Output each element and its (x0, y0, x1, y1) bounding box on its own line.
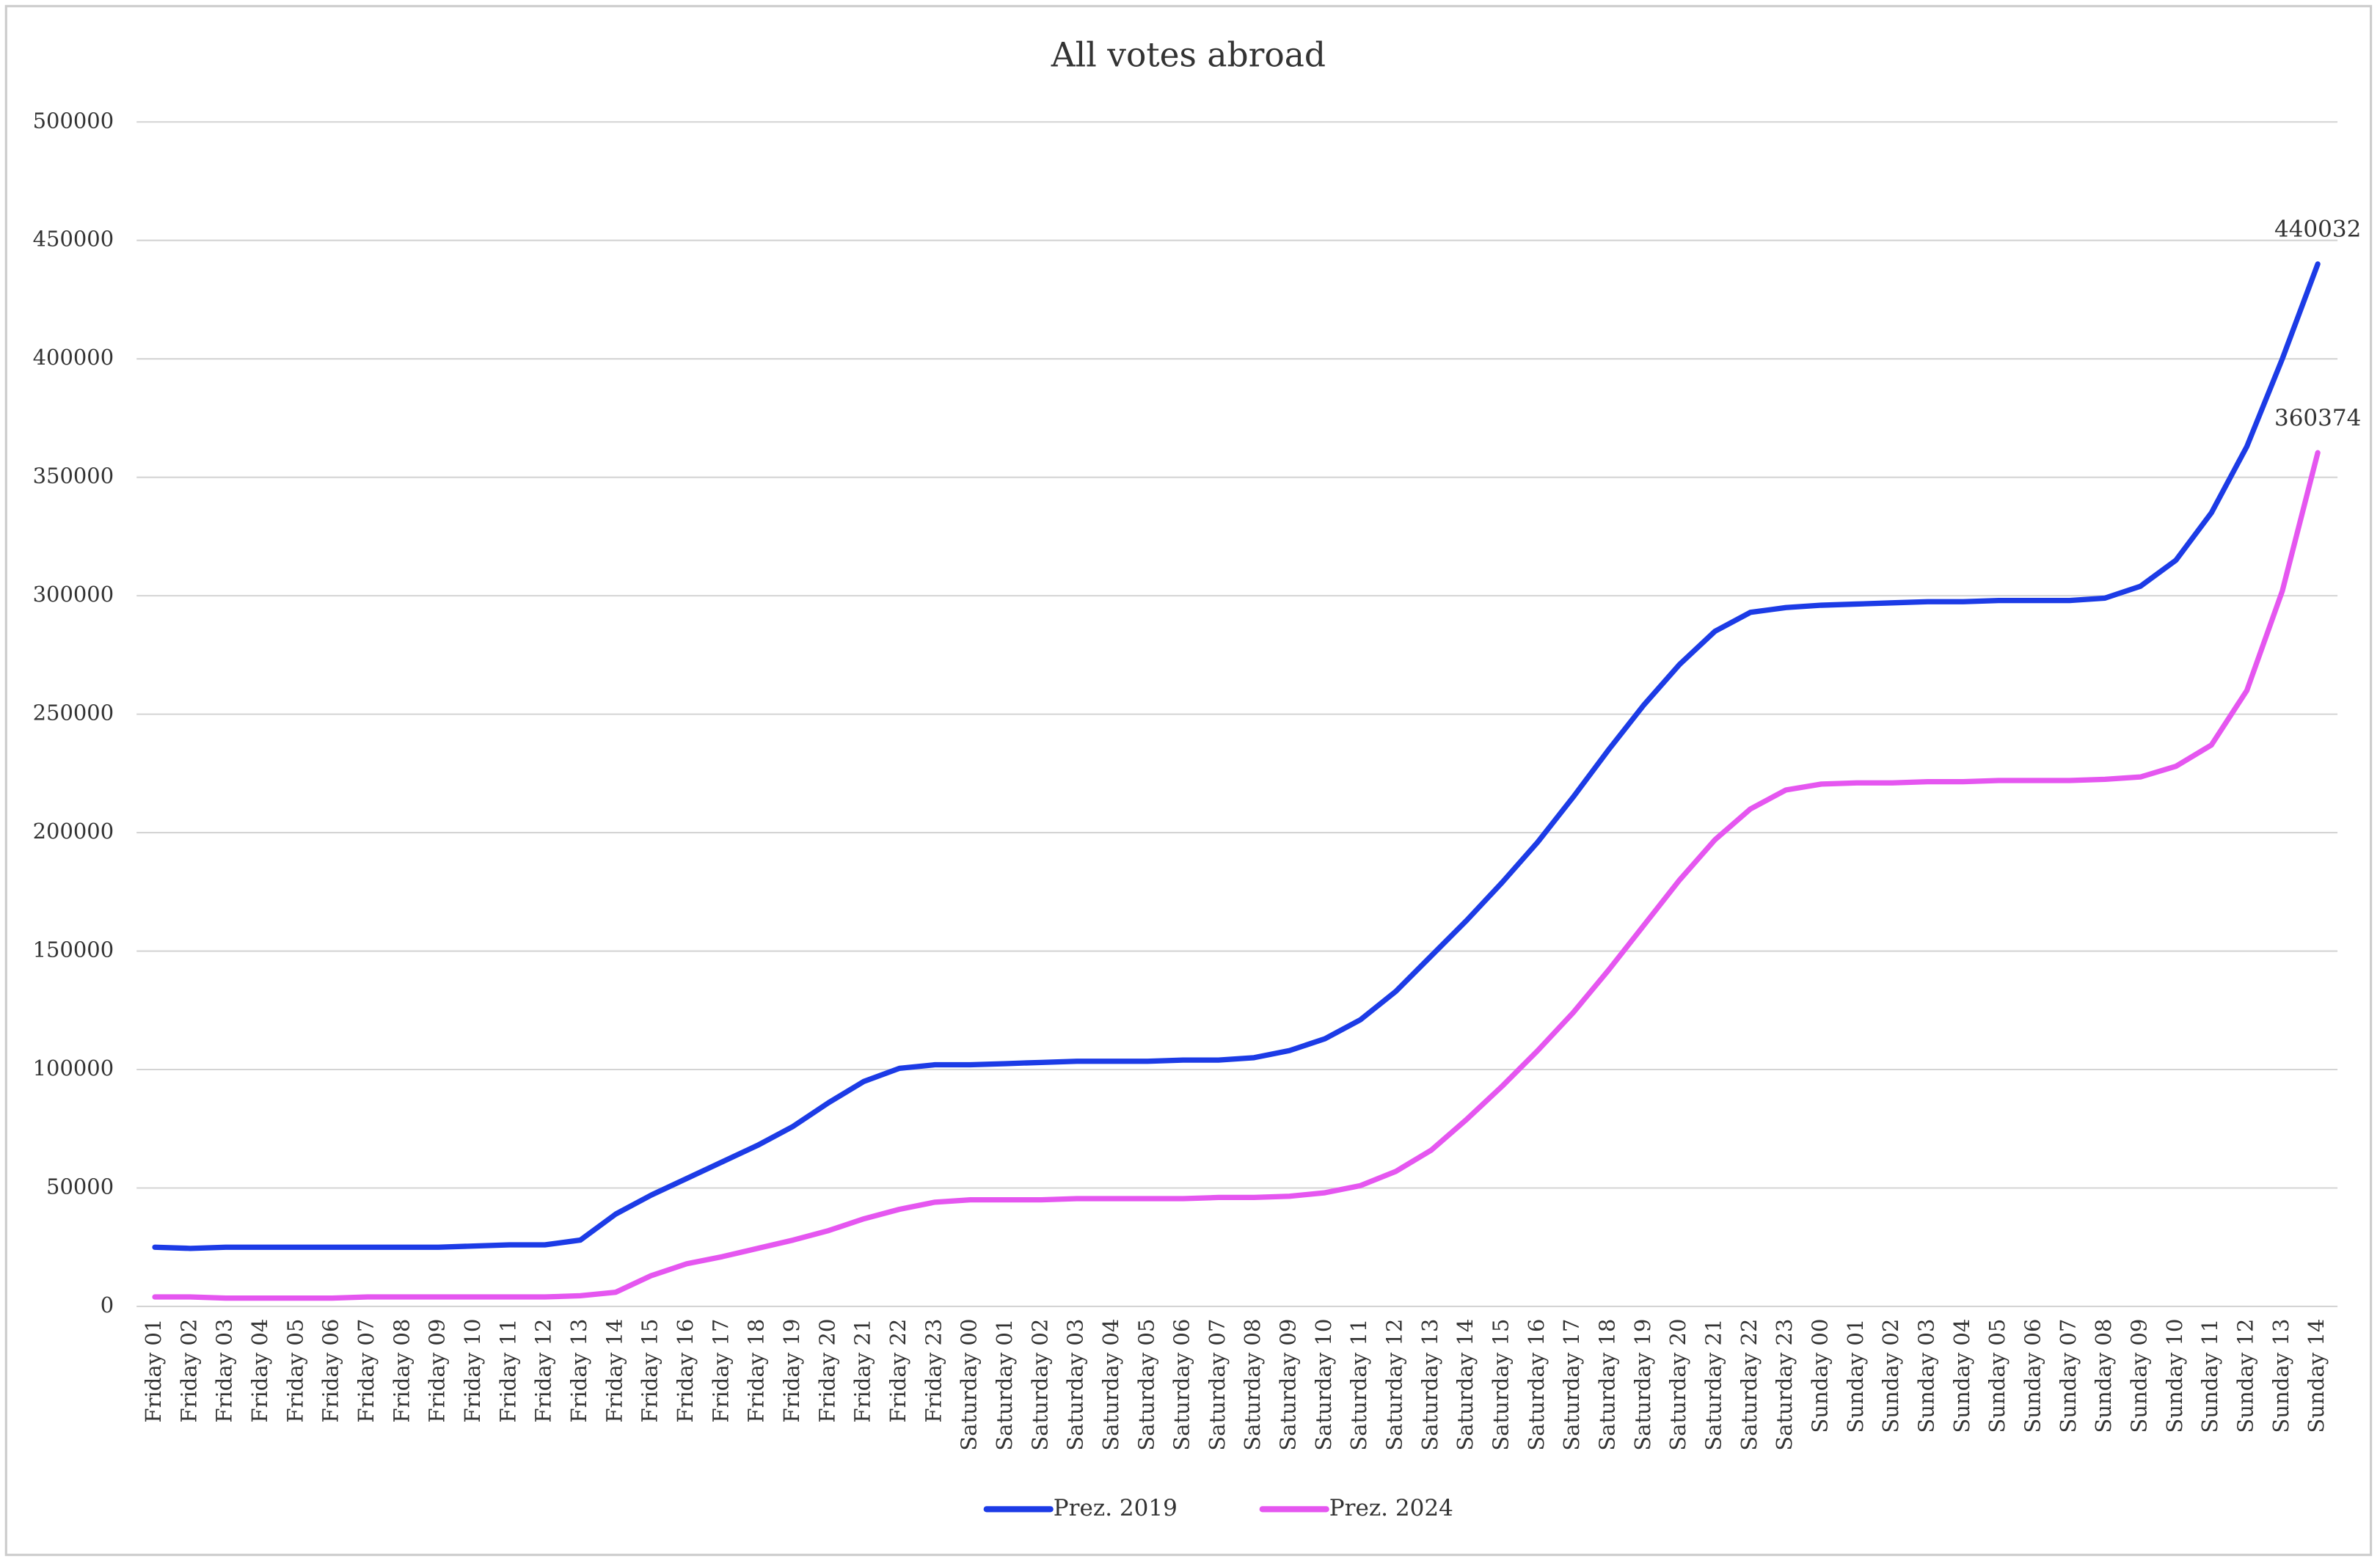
x-tick-label: Sunday 10 (2162, 1319, 2187, 1433)
x-tick-label: Friday 17 (708, 1319, 733, 1423)
x-tick-label: Sunday 05 (1985, 1319, 2010, 1433)
data-label: 440032 (2274, 216, 2361, 243)
x-tick-label: Sunday 06 (2021, 1319, 2045, 1433)
x-tick-label: Friday 11 (495, 1319, 520, 1423)
x-tick-label: Sunday 09 (2127, 1319, 2152, 1433)
legend-label: Prez. 2024 (1329, 1495, 1453, 1521)
x-tick-label: Sunday 14 (2304, 1319, 2329, 1433)
x-tick-label: Saturday 04 (1098, 1319, 1123, 1451)
y-tick-label: 250000 (33, 701, 114, 725)
x-tick-label: Saturday 12 (1382, 1319, 1407, 1451)
x-tick-label: Saturday 05 (1134, 1319, 1158, 1451)
y-tick-label: 100000 (33, 1056, 114, 1081)
x-tick-label: Saturday 19 (1630, 1319, 1655, 1451)
x-tick-label: Saturday 11 (1346, 1319, 1371, 1451)
x-tick-label: Saturday 01 (992, 1319, 1017, 1451)
x-tick-label: Saturday 03 (1063, 1319, 1088, 1451)
x-tick-label: Friday 21 (850, 1319, 875, 1423)
y-tick-label: 0 (101, 1293, 114, 1317)
x-tick-label: Friday 13 (566, 1319, 591, 1423)
x-tick-label: Friday 05 (282, 1319, 307, 1423)
y-tick-label: 400000 (33, 345, 114, 370)
y-tick-label: 300000 (33, 582, 114, 607)
y-tick-label: 350000 (33, 464, 114, 489)
x-tick-label: Saturday 08 (1240, 1319, 1265, 1451)
x-tick-label: Friday 16 (673, 1319, 698, 1423)
x-tick-label: Saturday 17 (1559, 1319, 1584, 1451)
x-tick-label: Saturday 18 (1595, 1319, 1620, 1451)
data-label: 360374 (2274, 405, 2361, 431)
x-tick-label: Saturday 00 (957, 1319, 982, 1451)
x-tick-label: Friday 15 (638, 1319, 662, 1423)
x-tick-label: Saturday 21 (1701, 1319, 1726, 1451)
x-tick-label: Sunday 13 (2268, 1319, 2293, 1433)
x-tick-label: Friday 08 (389, 1319, 414, 1423)
x-tick-label: Friday 10 (460, 1319, 485, 1423)
x-tick-label: Friday 07 (354, 1319, 379, 1423)
x-tick-label: Saturday 14 (1453, 1319, 1478, 1451)
x-tick-label: Sunday 04 (1949, 1319, 1974, 1433)
chart-title: All votes abroad (1051, 35, 1326, 74)
x-tick-label: Friday 06 (318, 1319, 343, 1423)
x-tick-label: Sunday 07 (2056, 1319, 2081, 1433)
x-tick-label: Friday 20 (814, 1319, 839, 1423)
x-tick-label: Friday 12 (531, 1319, 556, 1423)
x-tick-label: Sunday 01 (1843, 1319, 1868, 1433)
x-tick-label: Sunday 08 (2091, 1319, 2116, 1433)
x-tick-label: Sunday 00 (1808, 1319, 1833, 1433)
x-tick-label: Sunday 02 (1878, 1319, 1903, 1433)
x-tick-label: Saturday 02 (1027, 1319, 1052, 1451)
x-tick-label: Friday 01 (141, 1319, 166, 1423)
x-tick-label: Friday 22 (886, 1319, 910, 1423)
x-tick-label: Friday 18 (744, 1319, 769, 1423)
x-tick-label: Saturday 07 (1205, 1319, 1230, 1451)
x-tick-label: Sunday 11 (2197, 1319, 2222, 1433)
y-tick-label: 50000 (46, 1174, 114, 1199)
x-tick-label: Saturday 16 (1524, 1319, 1549, 1451)
x-tick-label: Saturday 10 (1311, 1319, 1336, 1451)
x-tick-label: Saturday 09 (1276, 1319, 1301, 1451)
legend-label: Prez. 2019 (1054, 1495, 1178, 1521)
y-tick-label: 500000 (33, 108, 114, 133)
x-tick-label: Saturday 23 (1772, 1319, 1797, 1451)
data-line (152, 450, 2321, 1301)
x-tick-label: Saturday 20 (1665, 1319, 1690, 1451)
x-tick-label: Sunday 03 (1914, 1319, 1939, 1433)
y-tick-label: 200000 (33, 819, 114, 844)
x-tick-label: Friday 19 (779, 1319, 804, 1423)
data-line (152, 261, 2321, 1251)
x-tick-label: Friday 09 (425, 1319, 450, 1423)
x-tick-label: Saturday 13 (1417, 1319, 1442, 1451)
x-tick-label: Sunday 12 (2233, 1319, 2258, 1433)
y-tick-label: 150000 (33, 937, 114, 962)
x-tick-label: Saturday 06 (1169, 1319, 1194, 1451)
x-tick-label: Friday 02 (176, 1319, 201, 1423)
x-tick-label: Saturday 22 (1737, 1319, 1762, 1451)
x-tick-label: Friday 03 (212, 1319, 237, 1423)
x-tick-label: Friday 23 (921, 1319, 946, 1423)
x-tick-label: Saturday 15 (1489, 1319, 1514, 1451)
x-tick-label: Friday 14 (602, 1319, 627, 1423)
x-tick-label: Friday 04 (247, 1319, 272, 1423)
y-tick-label: 450000 (33, 227, 114, 252)
